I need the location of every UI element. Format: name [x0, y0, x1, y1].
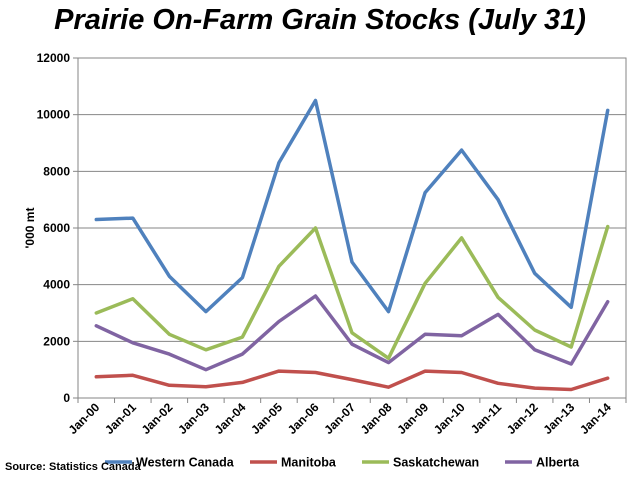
x-tick-label: Jan-08 [358, 400, 395, 437]
x-tick-label: Jan-03 [175, 400, 212, 437]
x-tick-label: Jan-13 [541, 400, 578, 437]
x-axis-ticks: Jan-00 Jan-01 Jan-02 Jan-03 Jan-04 Jan-05 Jan-… [66, 398, 627, 437]
series-line-manitoba [94, 369, 610, 392]
series-lines [94, 98, 610, 392]
series-line-western-canada [94, 98, 610, 314]
grid-lines [78, 57, 626, 399]
x-tick-label: Jan-07 [321, 400, 358, 437]
x-tick-label: Jan-04 [212, 400, 249, 437]
y-tick-label: 12000 [37, 51, 71, 65]
y-tick-label: 0 [63, 391, 70, 405]
x-tick-label: Jan-14 [577, 400, 614, 437]
y-tick-label: 10000 [37, 108, 71, 122]
chart-title: Prairie On-Farm Grain Stocks (July 31) [54, 4, 586, 36]
legend: Western Canada Manitoba Saskatchewan Albert… [105, 456, 580, 470]
x-tick-label: Jan-06 [285, 400, 322, 437]
x-tick-label: Jan-02 [139, 400, 176, 437]
y-axis-label: '000 mt [23, 208, 37, 249]
x-tick-label: Jan-00 [66, 400, 103, 437]
y-axis-ticks: 0 2000 4000 6000 8000 10000 12000 [37, 51, 78, 405]
series-line-alberta [94, 294, 610, 372]
x-tick-label: Jan-11 [468, 400, 505, 437]
y-tick-label: 6000 [43, 221, 70, 235]
x-tick-label: Jan-12 [504, 400, 541, 437]
y-tick-label: 4000 [43, 278, 70, 292]
y-tick-label: 8000 [43, 164, 70, 178]
y-tick-label: 2000 [43, 334, 70, 348]
x-tick-label: Jan-09 [394, 400, 431, 437]
legend-label-alberta: Alberta [536, 456, 580, 470]
legend-label-saskatchewan: Saskatchewan [393, 456, 479, 470]
legend-label-western-canada: Western Canada [136, 456, 235, 470]
source-note: Source: Statistics Canada [5, 461, 141, 473]
x-tick-label: Jan-01 [102, 400, 139, 437]
series-line-saskatchewan [94, 224, 610, 361]
x-tick-label: Jan-10 [431, 400, 468, 437]
legend-label-manitoba: Manitoba [281, 456, 337, 470]
x-tick-label: Jan-05 [248, 400, 285, 437]
